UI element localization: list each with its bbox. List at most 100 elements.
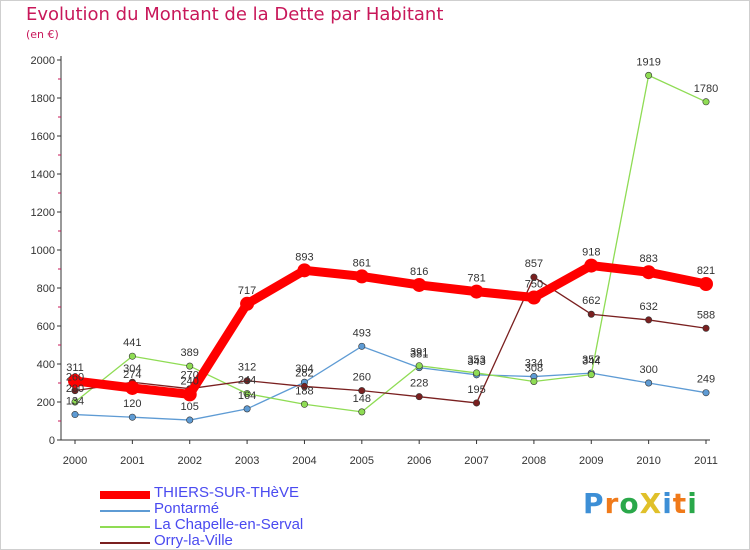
chart-title: Evolution du Montant de la Dette par Hab… [26,4,444,25]
data-point [641,265,656,280]
legend-swatch [100,526,150,528]
y-tick-label: 0 [49,435,55,447]
data-point [530,273,538,281]
data-label: 441 [123,337,141,349]
data-label: 391 [410,347,428,359]
logo-letter: t [672,487,688,520]
data-point [243,377,251,385]
data-point [243,390,251,398]
x-tick-label: 2009 [579,455,603,467]
data-label: 352 [582,354,600,366]
data-point [526,290,541,305]
data-point [297,263,312,278]
data-label: 717 [238,285,256,297]
y-tick-label: 200 [37,397,55,409]
data-label: 861 [353,257,371,269]
x-tick-label: 2011 [694,455,718,467]
y-tick-label: 1000 [31,245,55,257]
data-point [243,405,251,413]
legend-swatch [100,491,150,499]
legend-label: La Chapelle-en-Serval [154,516,304,533]
data-label: 883 [639,253,657,265]
data-point [182,387,197,402]
legend-label: Pontarmé [154,500,220,517]
logo-letter: P [583,487,605,520]
data-label: 260 [353,372,371,384]
data-point [473,369,481,377]
data-label: 282 [295,367,313,379]
x-tick-label: 2000 [63,455,87,467]
y-tick-label: 800 [37,283,55,295]
data-label: 344 [582,356,600,368]
data-point [645,379,653,387]
x-tick-label: 2001 [120,455,144,467]
data-point [71,398,79,406]
data-point [702,98,710,106]
data-label: 240 [181,375,199,387]
data-label: 750 [525,279,543,291]
x-tick-label: 2003 [235,455,259,467]
series-line-1 [74,345,707,421]
logo-letter: i [687,487,698,520]
data-point [358,342,366,350]
legend-label: THIERS-SUR-THèVE [154,484,300,501]
data-label: 120 [123,398,141,410]
data-point [128,352,136,360]
x-tick-label: 2005 [350,455,374,467]
data-label: 260 [66,372,84,384]
logo-letter: i [662,487,673,520]
series-lines [68,71,713,424]
data-point [415,362,423,370]
data-label: 308 [525,362,543,374]
data-label: 228 [410,378,428,390]
proxiti-logo: ProXiti [583,487,698,520]
data-label: 304 [123,363,141,375]
data-label: 1780 [694,83,718,95]
logo-letter: r [604,487,620,520]
data-point [702,324,710,332]
chart-subtitle: (en €) [26,28,59,41]
data-point [699,277,713,292]
data-point [358,387,366,395]
x-tick-label: 2007 [464,455,488,467]
series-line-2 [74,74,707,413]
data-label: 588 [697,309,715,321]
y-tick-label: 1200 [31,207,55,219]
data-label: 244 [238,375,256,387]
axes: 0 200 400 600 800 1000 1200 1400 1600 1800 2000 200… [31,55,718,467]
data-point [358,408,366,416]
data-point [300,382,308,390]
data-label: 304 [295,363,313,375]
data-label: 632 [639,301,657,313]
data-label: 334 [525,358,543,370]
data-label: 1919 [636,56,660,68]
data-point [186,416,194,424]
data-label: 918 [582,247,600,259]
series-line-0 [74,261,707,399]
legend-label: Orry-la-Ville [154,532,233,549]
data-point [587,371,595,379]
data-point [415,393,423,401]
data-label: 343 [467,356,485,368]
y-tick-label: 1800 [31,93,55,105]
data-point [125,380,140,395]
data-label: 195 [467,384,485,396]
logo-letter: o [619,487,640,520]
data-label: 134 [66,396,84,408]
data-label: 381 [410,349,428,361]
data-label: 893 [295,251,313,263]
data-label: 164 [238,390,256,402]
data-point [300,400,308,408]
data-point [68,373,82,388]
data-labels: 311 274 240 717 893 861 816 781 750 918 883 821 134 1… [66,56,718,413]
data-label: 816 [410,266,428,278]
data-point [530,377,538,385]
data-label: 148 [353,393,371,405]
data-label: 300 [639,364,657,376]
x-tick-label: 2006 [407,455,431,467]
data-point [645,316,653,324]
data-point [702,389,710,397]
y-tick-label: 2000 [31,55,55,67]
series-line-3 [74,276,707,404]
